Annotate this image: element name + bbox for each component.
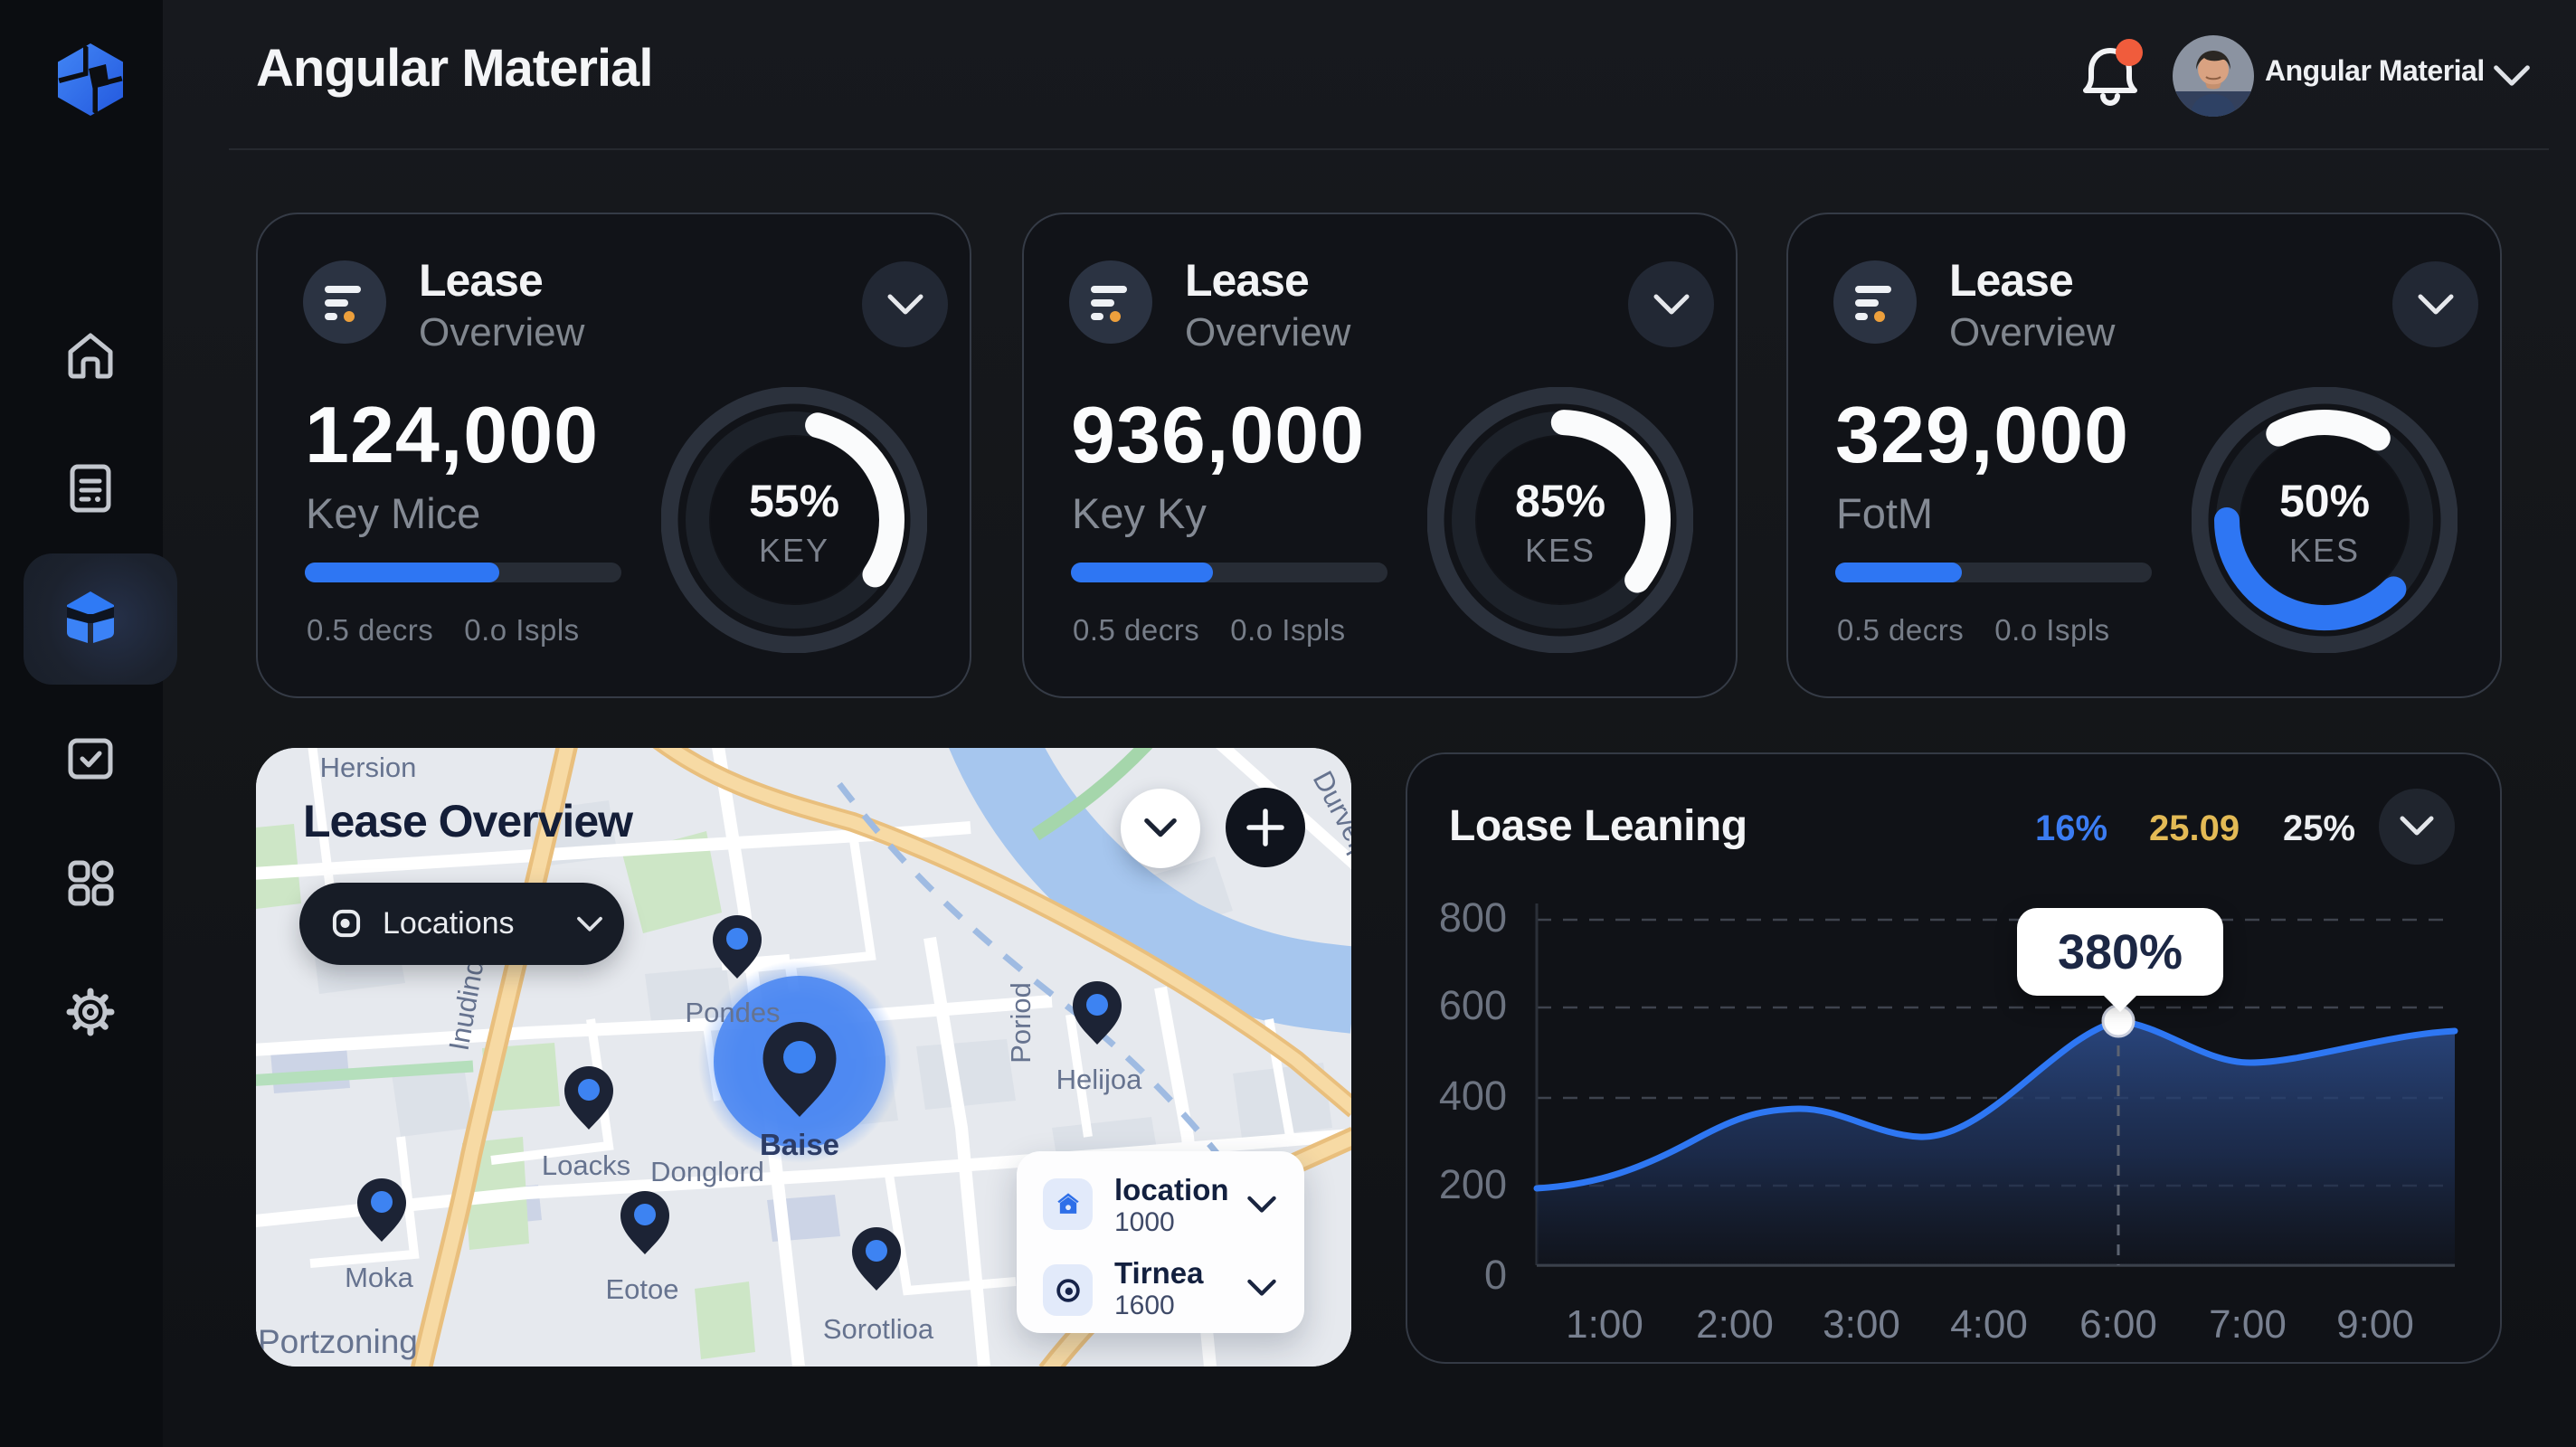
svg-text:Helijoa: Helijoa [1056, 1064, 1143, 1095]
svg-text:Hersion: Hersion [320, 752, 417, 783]
svg-text:Donglord: Donglord [650, 1156, 764, 1187]
svg-text:Portzoning: Portzoning [258, 1323, 418, 1360]
svg-text:Pondes: Pondes [685, 997, 780, 1028]
svg-text:Baise: Baise [760, 1128, 839, 1161]
svg-text:Loacks: Loacks [542, 1149, 630, 1181]
svg-text:Moka: Moka [345, 1262, 414, 1293]
svg-text:Sorotlioa: Sorotlioa [823, 1313, 934, 1345]
svg-text:Eotoe: Eotoe [605, 1273, 678, 1305]
svg-text:Poriod: Poriod [1005, 982, 1037, 1064]
